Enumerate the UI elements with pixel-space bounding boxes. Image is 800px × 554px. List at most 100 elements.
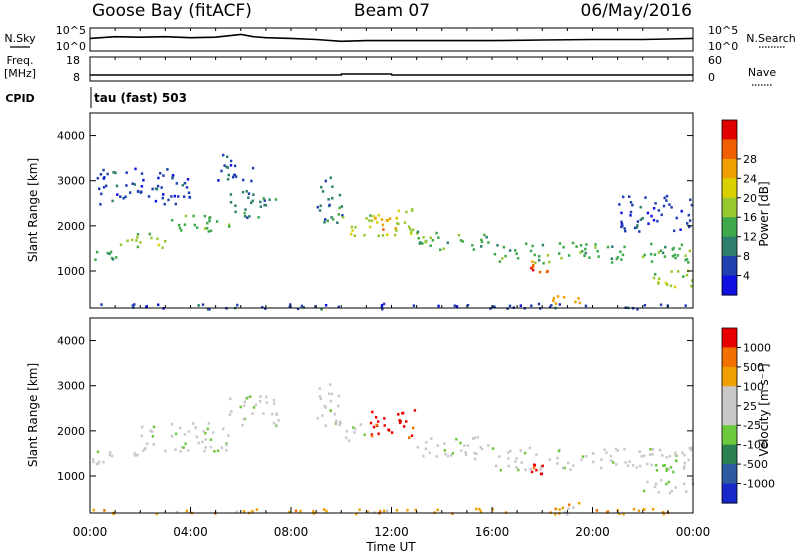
velocity-cell <box>614 447 618 451</box>
velocity-ytick-label: 3000 <box>57 380 85 393</box>
velocity-cell <box>265 401 268 404</box>
power-cell <box>638 230 641 233</box>
velocity-cell <box>206 427 209 431</box>
power-cell <box>621 224 624 228</box>
power-cell <box>156 184 160 188</box>
power-cell <box>670 270 673 273</box>
velocity-cell <box>554 512 557 516</box>
velocity-cell <box>265 395 268 399</box>
velocity-cell <box>481 447 484 451</box>
power-cell <box>394 227 397 230</box>
velocity-cell <box>416 445 419 449</box>
power-cell <box>157 303 160 307</box>
power-cell <box>234 204 237 207</box>
velocity-cell <box>363 433 366 437</box>
power-cell <box>594 243 597 246</box>
velocity-band-1 <box>140 422 230 453</box>
power-cell <box>649 252 653 256</box>
power-cell <box>184 214 188 218</box>
velocity-cell <box>667 480 670 484</box>
velocity-cell <box>259 395 262 398</box>
power-cell <box>581 250 584 253</box>
velocity-cell <box>175 510 179 514</box>
power-cell <box>405 210 408 214</box>
velocity-cell <box>329 409 332 412</box>
velocity-cell <box>612 461 615 464</box>
power-cell <box>575 245 578 248</box>
velocity-cell <box>272 421 276 425</box>
power-cell <box>289 303 292 306</box>
power-cell <box>243 215 247 218</box>
power-cell <box>684 304 687 307</box>
power-cell <box>125 184 128 187</box>
power-cell <box>302 306 305 309</box>
power-cell <box>183 223 187 226</box>
velocity-cell <box>451 452 454 455</box>
power-cell <box>220 169 223 173</box>
power-cell <box>409 227 412 231</box>
velocity-cell <box>658 448 662 452</box>
power-cell <box>657 209 660 212</box>
velocity-cell <box>476 436 479 439</box>
velocity-cell <box>377 432 380 436</box>
power-cell <box>584 247 587 251</box>
power-cell <box>180 229 183 232</box>
power-cell <box>684 254 687 257</box>
power-cell <box>618 203 621 206</box>
power-cell <box>157 176 160 180</box>
power-cell <box>338 206 341 210</box>
power-cell <box>525 242 528 245</box>
power-cell <box>682 275 685 278</box>
power-cell <box>620 220 623 224</box>
power-cell <box>131 304 134 307</box>
velocity-cell <box>371 410 374 414</box>
power-cell <box>102 168 105 172</box>
power-cell <box>610 261 614 264</box>
time-xlabel: Time UT <box>365 540 416 554</box>
power-cell <box>671 248 674 251</box>
power-cell <box>183 195 186 198</box>
velocity-cell <box>444 452 447 456</box>
velocity-cell <box>213 450 216 453</box>
power-cell <box>363 233 366 237</box>
velocity-cell <box>399 421 402 425</box>
velocity-cell <box>507 464 510 468</box>
power-cell <box>102 186 106 189</box>
power-cell <box>538 258 541 262</box>
power-cell <box>571 241 575 245</box>
power-cell <box>493 305 496 309</box>
power-cell <box>409 232 413 236</box>
velocity-cell <box>243 400 247 404</box>
power-colorbar-label: 12 <box>743 231 757 244</box>
power-cell <box>131 238 134 242</box>
velocity-cell <box>661 454 664 457</box>
power-cell <box>115 184 119 188</box>
power-cell <box>222 153 225 157</box>
power-cell <box>665 199 668 202</box>
power-cell <box>620 211 623 215</box>
velocity-cell <box>92 508 95 512</box>
power-cell <box>662 204 666 208</box>
velocity-cell <box>683 467 686 470</box>
power-band-0 <box>94 250 118 261</box>
velocity-cell <box>383 424 386 427</box>
power-cell <box>530 304 533 308</box>
velocity-colorbar-segment <box>722 405 737 426</box>
velocity-cell <box>359 423 363 426</box>
velocity-cell <box>398 419 401 422</box>
velocity-cell <box>674 486 677 489</box>
velocity-cell <box>558 508 561 511</box>
power-cell <box>502 245 506 249</box>
power-cell <box>242 178 245 182</box>
power-cell <box>471 244 474 247</box>
power-cell <box>102 177 105 180</box>
power-cell <box>186 178 190 181</box>
power-cell <box>229 193 233 196</box>
velocity-cell <box>443 449 446 452</box>
power-band-9 <box>416 230 490 252</box>
velocity-cell <box>660 478 663 482</box>
power-cell <box>234 210 237 214</box>
power-cell <box>381 234 385 237</box>
cpid-value: tau (fast) 503 <box>94 91 187 105</box>
velocity-ytick-label: 2000 <box>57 425 85 438</box>
